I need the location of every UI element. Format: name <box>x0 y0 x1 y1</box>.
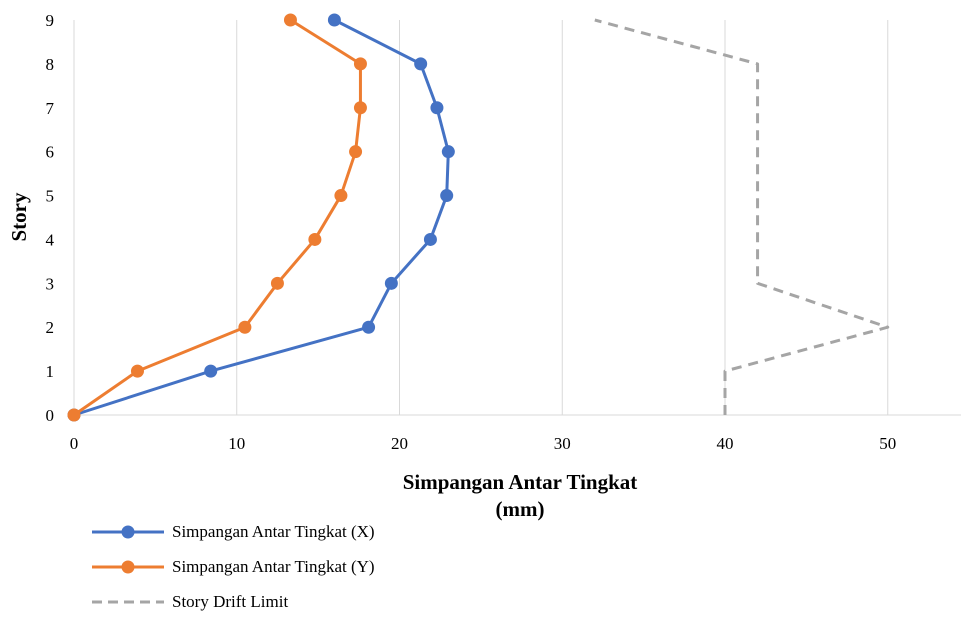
x-tick-label: 40 <box>717 434 734 453</box>
series-line-1 <box>73 18 362 417</box>
series-point-0 <box>430 101 444 115</box>
legend-swatch-x <box>92 525 164 539</box>
y-tick-label: 8 <box>46 55 55 74</box>
legend-item-y: Simpangan Antar Tingkat (Y) <box>92 555 512 579</box>
series-point-1 <box>238 320 252 334</box>
y-tick-label: 9 <box>46 11 55 30</box>
x-tick-label: 50 <box>879 434 896 453</box>
grid <box>236 20 889 415</box>
y-tick-label: 7 <box>46 99 55 118</box>
x-tick-label: 20 <box>391 434 408 453</box>
x-tick-label: 0 <box>70 434 79 453</box>
series-point-0 <box>441 145 455 159</box>
series-point-1 <box>334 189 348 203</box>
legend-swatch-limit <box>92 600 164 604</box>
plot-area <box>67 13 890 422</box>
series-0 <box>67 13 455 422</box>
series-line-2 <box>594 18 890 415</box>
series-point-0 <box>423 232 437 246</box>
legend-item-limit: Story Drift Limit <box>92 590 512 614</box>
legend-label-limit: Story Drift Limit <box>172 592 289 611</box>
legend-label-y: Simpangan Antar Tingkat (Y) <box>172 557 375 576</box>
y-axis-title: Story <box>7 192 31 241</box>
legend-item-x: Simpangan Antar Tingkat (X) <box>92 520 512 544</box>
axes <box>73 20 961 416</box>
y-tick-label: 5 <box>46 187 55 206</box>
x-axis-title: Simpangan Antar Tingkat (mm) <box>403 470 638 521</box>
series-2 <box>594 18 890 415</box>
series-line-0 <box>73 18 450 417</box>
series-point-0 <box>327 13 341 27</box>
series-point-1 <box>349 145 363 159</box>
series-point-1 <box>67 408 81 422</box>
y-tick-label: 4 <box>46 230 55 249</box>
x-axis-title-line: Simpangan Antar Tingkat <box>403 470 638 494</box>
legend-label-x: Simpangan Antar Tingkat (X) <box>172 522 375 541</box>
y-tick-label: 6 <box>46 143 55 162</box>
series-point-0 <box>384 276 398 290</box>
legend-swatch-y <box>92 560 164 574</box>
x-tick-label: 10 <box>228 434 245 453</box>
series-point-1 <box>283 13 297 27</box>
series-point-1 <box>270 276 284 290</box>
series-point-1 <box>308 232 322 246</box>
y-tick-label: 3 <box>46 274 55 293</box>
x-tick-label: 30 <box>554 434 571 453</box>
y-tick-label: 0 <box>46 406 55 425</box>
series-point-0 <box>362 320 376 334</box>
y-tick-label: 2 <box>46 318 55 337</box>
series-1 <box>67 13 367 422</box>
series-point-0 <box>414 57 428 71</box>
tick-labels: 0 10 20 30 40 50 0 1 2 3 4 5 6 7 8 9 <box>46 11 897 453</box>
series-point-0 <box>204 364 218 378</box>
y-tick-label: 1 <box>46 362 55 381</box>
x-axis-title-line: (mm) <box>496 497 545 521</box>
series-point-1 <box>353 101 367 115</box>
series-point-1 <box>353 57 367 71</box>
series-point-0 <box>440 189 454 203</box>
series-point-1 <box>130 364 144 378</box>
